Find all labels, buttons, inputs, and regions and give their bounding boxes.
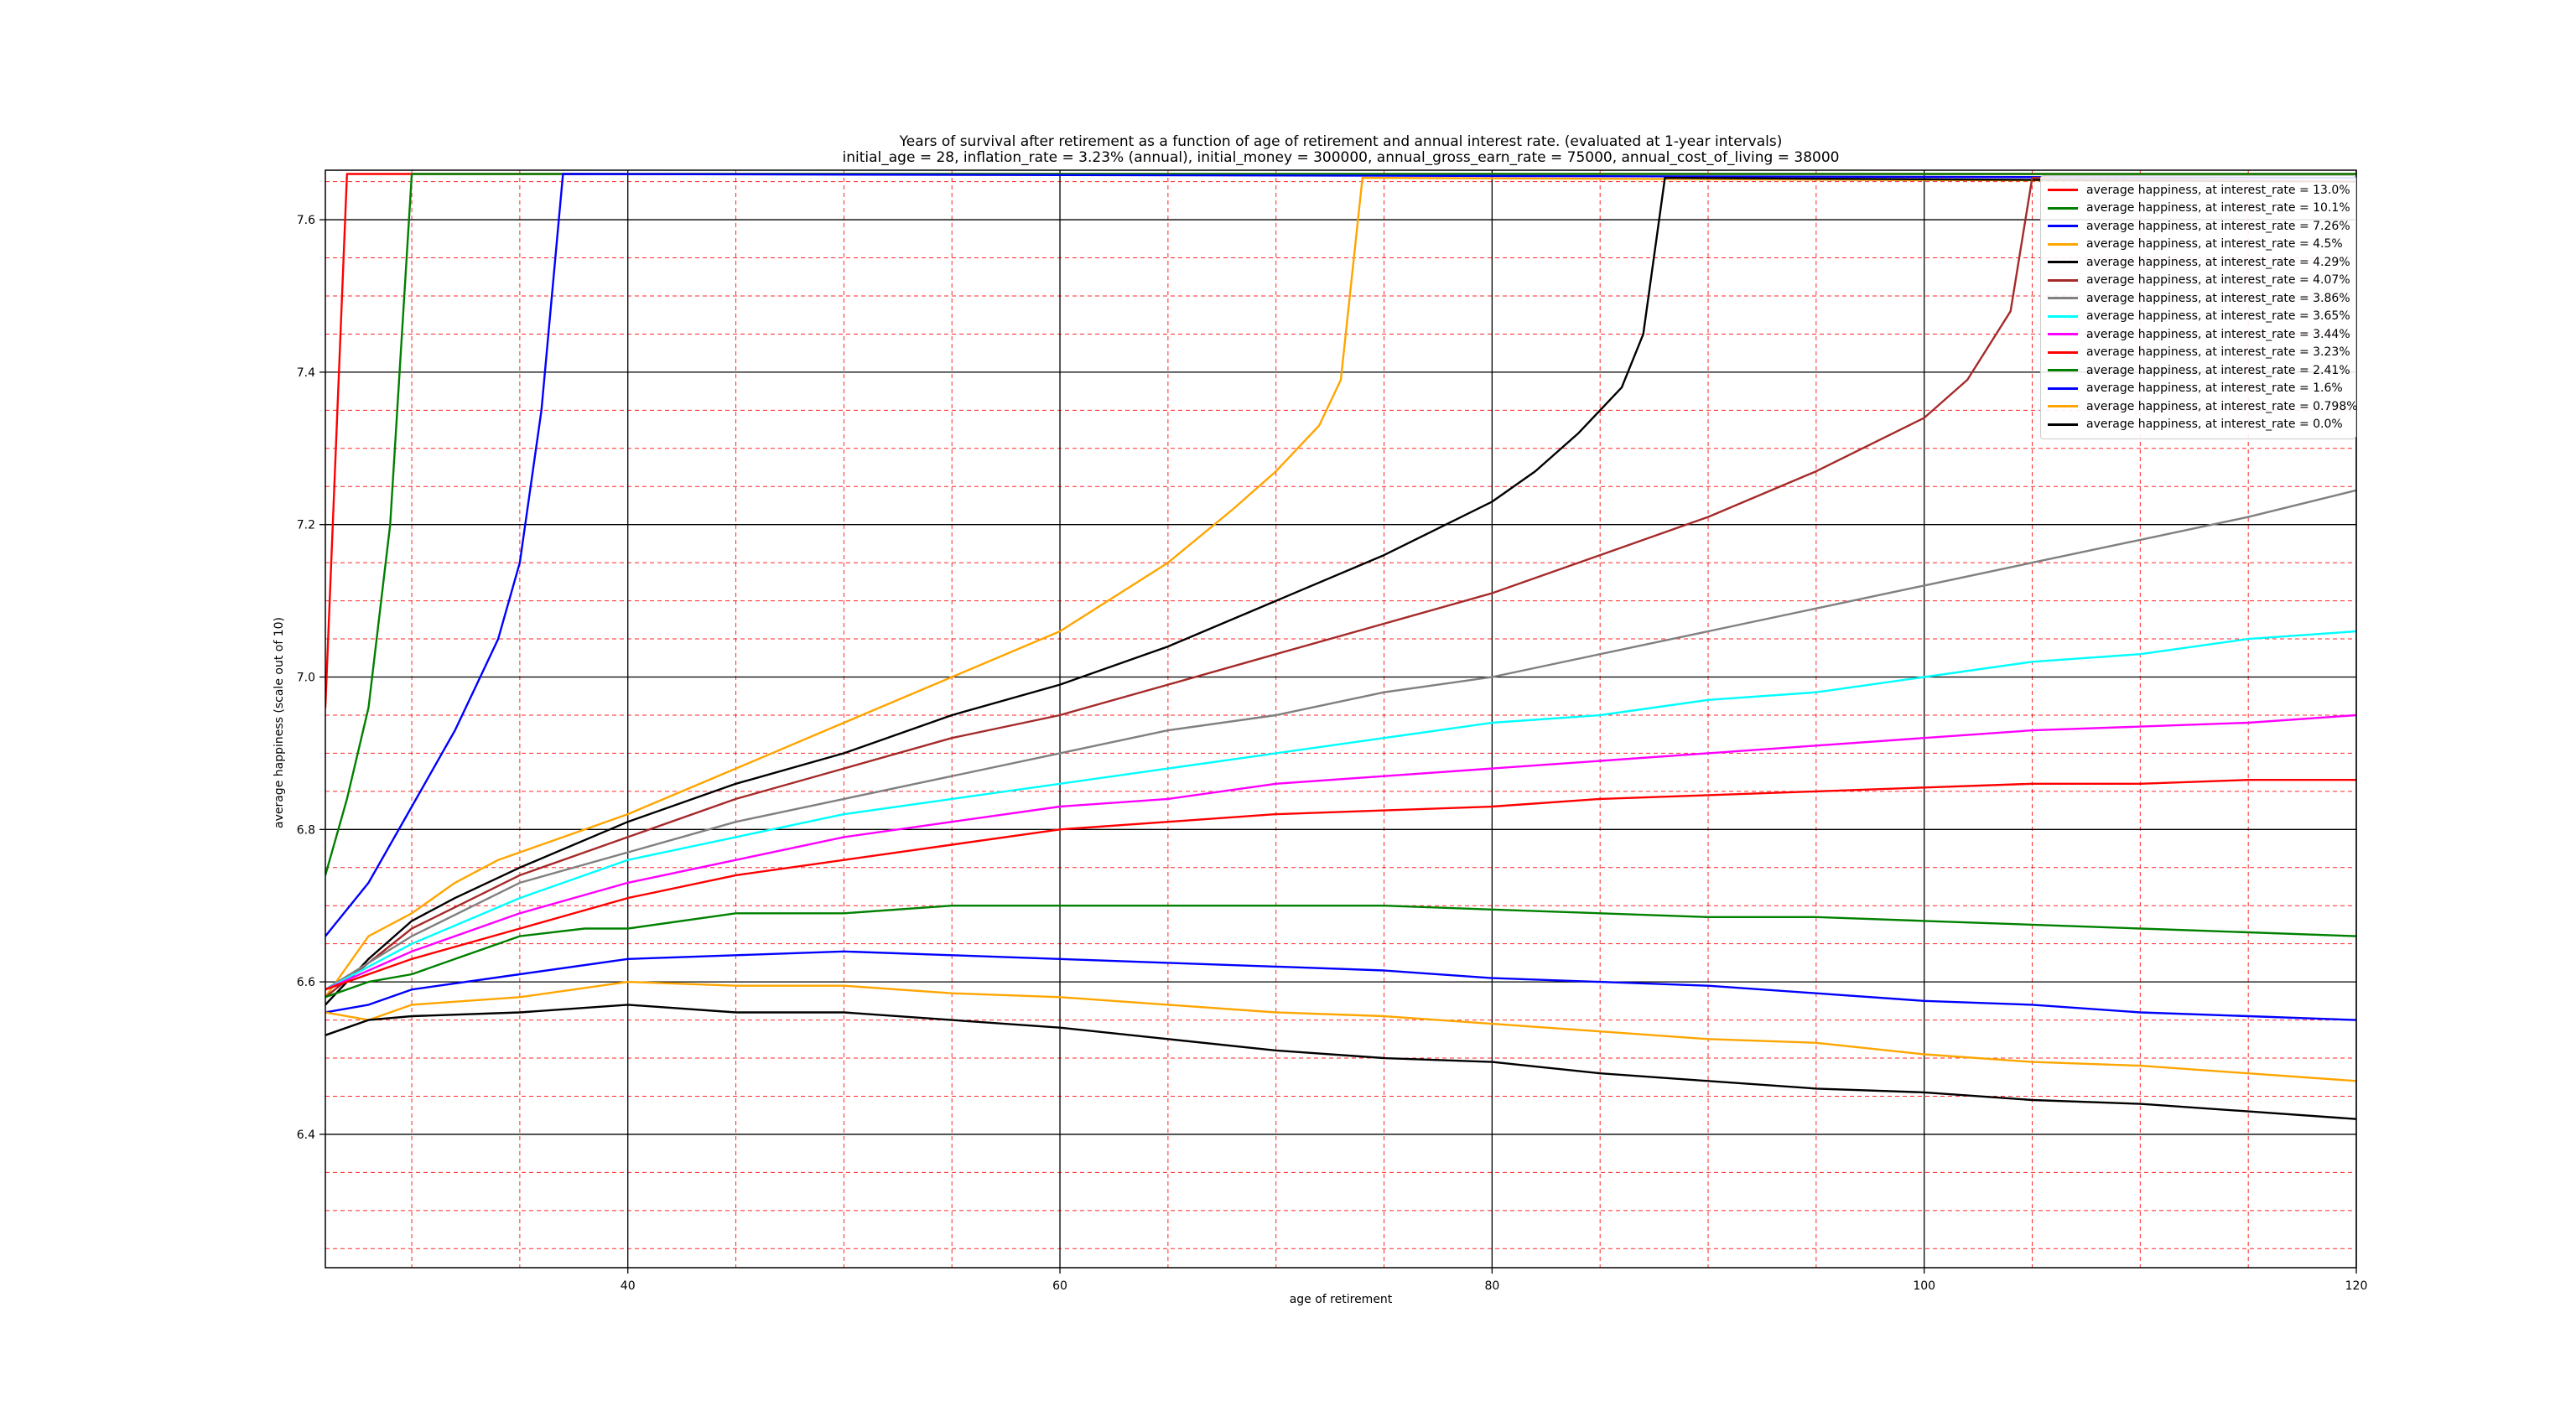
- series-line-4: [325, 176, 2356, 1006]
- legend-swatch: [2048, 261, 2078, 264]
- y-axis-label: average happiness (scale out of 10): [273, 617, 286, 828]
- legend-item: average happiness, at interest_rate = 3.…: [2048, 344, 2350, 362]
- legend-label: average happiness, at interest_rate = 10…: [2086, 201, 2350, 215]
- chart-subtitle: initial_age = 28, inflation_rate = 3.23%…: [842, 149, 1840, 166]
- series-line-2: [325, 173, 2356, 937]
- chart-title: Years of survival after retirement as a …: [899, 133, 1783, 150]
- legend-label: average happiness, at interest_rate = 4.…: [2086, 237, 2343, 252]
- legend-item: average happiness, at interest_rate = 4.…: [2048, 253, 2350, 272]
- series-line-12: [325, 980, 2356, 1082]
- legend-item: average happiness, at interest_rate = 4.…: [2048, 272, 2350, 290]
- legend-swatch: [2048, 225, 2078, 228]
- x-tick-label: 120: [2345, 1279, 2368, 1293]
- legend-swatch: [2048, 278, 2078, 282]
- legend-label: average happiness, at interest_rate = 3.…: [2086, 309, 2350, 324]
- series-line-9: [325, 779, 2356, 991]
- x-tick-label: 80: [1484, 1279, 1499, 1293]
- legend-item: average happiness, at interest_rate = 1.…: [2048, 380, 2349, 398]
- series-line-11: [325, 950, 2356, 1021]
- y-tick-label: 7.0: [297, 672, 315, 685]
- legend-label: average happiness, at interest_rate = 4.…: [2086, 255, 2350, 269]
- plot-frame: [325, 169, 2357, 1269]
- legend-label: average happiness, at interest_rate = 2.…: [2086, 363, 2350, 377]
- legend-swatch: [2048, 242, 2078, 246]
- series-line-5: [325, 176, 2356, 999]
- legend-label: average happiness, at interest_rate = 7.…: [2086, 219, 2350, 233]
- y-tick-label: 7.2: [297, 519, 315, 532]
- y-tick-label: 6.4: [297, 1129, 315, 1142]
- y-tick-label: 7.4: [297, 366, 315, 380]
- series-line-10: [325, 905, 2356, 999]
- legend-item: average happiness, at interest_rate = 3.…: [2048, 289, 2350, 308]
- legend-label: average happiness, at interest_rate = 13…: [2086, 183, 2350, 197]
- legend-swatch: [2048, 423, 2078, 426]
- x-tick-label: 40: [621, 1279, 636, 1293]
- legend-item: average happiness, at interest_rate = 10…: [2048, 200, 2350, 218]
- legend-item: average happiness, at interest_rate = 3.…: [2048, 308, 2350, 326]
- legend-swatch: [2048, 206, 2078, 210]
- series-layer: [325, 173, 2356, 1120]
- legend-label: average happiness, at interest_rate = 1.…: [2086, 381, 2343, 396]
- legend-item: average happiness, at interest_rate = 2.…: [2048, 361, 2350, 380]
- grid-layer: [325, 170, 2357, 1268]
- y-tick-label: 7.6: [297, 214, 315, 227]
- legend-item: average happiness, at interest_rate = 3.…: [2048, 325, 2350, 344]
- x-tick-label: 60: [1052, 1279, 1067, 1293]
- series-line-8: [325, 713, 2356, 991]
- legend-label: average happiness, at interest_rate = 0.…: [2086, 418, 2343, 432]
- series-line-13: [325, 1004, 2356, 1120]
- legend-swatch: [2048, 369, 2078, 372]
- legend-item: average happiness, at interest_rate = 0.…: [2048, 416, 2349, 434]
- legend-label: average happiness, at interest_rate = 3.…: [2086, 345, 2350, 360]
- legend: average happiness, at interest_rate = 13…: [2040, 175, 2358, 439]
- legend-item: average happiness, at interest_rate = 0.…: [2048, 397, 2358, 416]
- legend-item: average happiness, at interest_rate = 4.…: [2048, 236, 2349, 254]
- legend-swatch: [2048, 333, 2078, 336]
- legend-item: average happiness, at interest_rate = 13…: [2048, 181, 2350, 200]
- y-tick-label: 6.8: [297, 823, 315, 837]
- legend-swatch: [2048, 405, 2078, 408]
- legend-swatch: [2048, 189, 2078, 192]
- chart-title-block: Years of survival after retirement as a …: [325, 134, 2356, 166]
- legend-item: average happiness, at interest_rate = 7.…: [2048, 217, 2350, 236]
- x-axis-label: age of retirement: [1289, 1293, 1393, 1306]
- series-line-6: [325, 489, 2356, 991]
- legend-label: average happiness, at interest_rate = 3.…: [2086, 327, 2350, 341]
- tick-layer: 40 60 80 100 120 6.4 6.6 6.8 7.0 7.2 7.4 7.6: [297, 214, 2368, 1293]
- y-tick-label: 6.6: [297, 976, 315, 989]
- legend-label: average happiness, at interest_rate = 4.…: [2086, 273, 2350, 288]
- legend-swatch: [2048, 314, 2078, 318]
- legend-swatch: [2048, 350, 2078, 354]
- legend-swatch: [2048, 387, 2078, 390]
- series-line-7: [325, 630, 2356, 991]
- legend-label: average happiness, at interest_rate = 3.…: [2086, 291, 2350, 305]
- legend-swatch: [2048, 297, 2078, 300]
- x-tick-label: 100: [1913, 1279, 1935, 1293]
- legend-label: average happiness, at interest_rate = 0.…: [2086, 399, 2358, 413]
- series-line-3: [325, 176, 2356, 998]
